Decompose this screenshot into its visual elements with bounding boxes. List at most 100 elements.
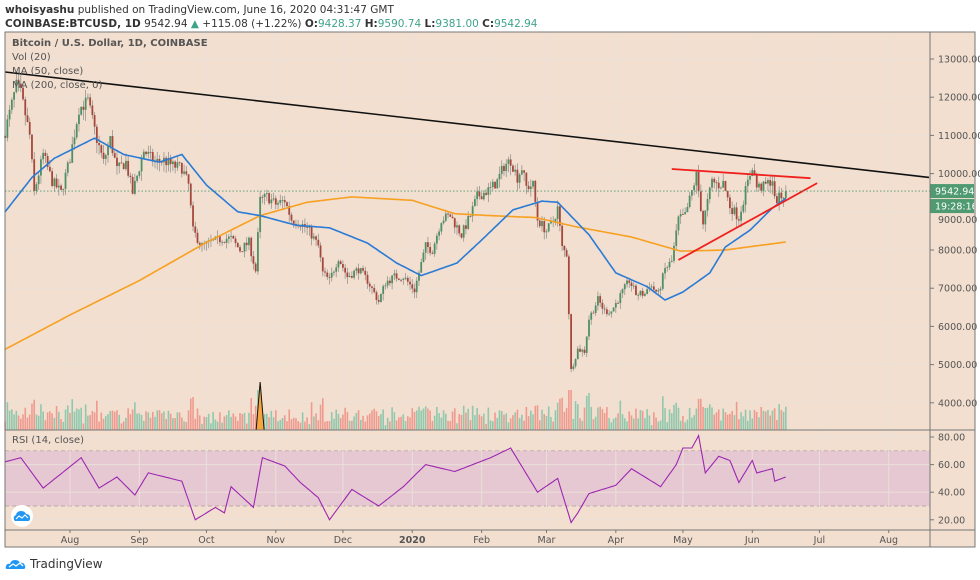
candle-up: [541, 221, 543, 227]
candle-up: [574, 359, 577, 367]
volume-bar: [460, 414, 463, 430]
candle-up: [518, 174, 521, 183]
volume-bar: [295, 418, 297, 430]
volume-bar: [724, 412, 727, 430]
volume-bar: [563, 411, 566, 430]
volume-bar: [60, 419, 62, 430]
candle-down: [261, 196, 264, 198]
volume-bar: [648, 415, 651, 430]
volume-bar: [355, 412, 358, 430]
candle-up: [462, 225, 465, 238]
volume-bar: [176, 412, 179, 430]
candle-down: [310, 226, 313, 239]
last-price-tag-label: 9542.94: [935, 187, 974, 198]
candle-down: [160, 161, 163, 163]
volume-bar: [207, 413, 210, 430]
candle-up: [621, 289, 624, 294]
candle-down: [494, 181, 496, 189]
volume-bar: [33, 399, 36, 430]
volume-bar: [726, 414, 729, 430]
candle-down: [567, 256, 570, 315]
candle-up: [438, 231, 441, 236]
candle-up: [272, 198, 275, 200]
tradingview-brand[interactable]: TradingView: [5, 557, 103, 571]
volume-bar: [458, 414, 461, 430]
candle-down: [46, 155, 49, 167]
volume-bar: [205, 417, 208, 430]
candle-down: [570, 314, 572, 369]
candle-down: [234, 238, 237, 243]
x-tick-label: Dec: [334, 535, 352, 546]
candle-up: [263, 193, 266, 198]
publisher-name[interactable]: whoisyashu: [5, 4, 75, 16]
volume-bar: [646, 409, 648, 430]
candle-up: [386, 280, 389, 286]
volume-bar: [456, 423, 458, 430]
candle-down: [174, 161, 177, 168]
candle-down: [702, 211, 704, 225]
volume-bar: [44, 420, 47, 430]
candle-down: [628, 280, 631, 283]
volume-bar: [659, 420, 662, 430]
candle-down: [218, 235, 221, 243]
volume-bar: [398, 417, 400, 430]
volume-bar: [509, 418, 512, 430]
volume-bar: [615, 417, 617, 430]
candle-up: [424, 242, 427, 253]
candle-up: [40, 159, 42, 176]
volume-bar: [138, 413, 141, 430]
volume-bar: [697, 398, 700, 430]
volume-bar: [427, 408, 429, 430]
candle-up: [64, 172, 67, 189]
volume-bar: [462, 405, 465, 430]
candle-down: [299, 226, 302, 228]
rsi-line: [4, 433, 786, 524]
published-text: published on TradingView.com, June 16, 2…: [77, 4, 394, 16]
volume-bar: [447, 420, 449, 430]
volume-bar: [565, 407, 568, 430]
candle-down: [241, 251, 244, 253]
x-tick-label: Oct: [198, 535, 215, 546]
candle-up: [473, 199, 476, 207]
volume-bar: [523, 420, 525, 430]
candle-down: [91, 105, 94, 116]
volume-bar: [494, 412, 496, 430]
volume-bar: [107, 414, 109, 430]
candle-down: [769, 180, 772, 186]
volume-bar: [480, 416, 483, 430]
volume-bar: [521, 414, 523, 430]
candle-down: [682, 214, 684, 215]
candle-up: [720, 187, 722, 189]
volume-bar: [693, 415, 695, 430]
candle-down: [388, 280, 391, 284]
candle-down: [485, 192, 487, 195]
volume-bar: [682, 416, 684, 430]
volume-bar: [720, 420, 722, 430]
volume-bar: [767, 409, 769, 430]
candle-down: [478, 191, 481, 197]
candle-down: [364, 270, 367, 275]
volume-bar: [673, 404, 675, 430]
volume-bar: [189, 398, 192, 430]
candle-down: [131, 176, 134, 194]
volume-bar: [89, 415, 91, 430]
candle-up: [147, 151, 150, 155]
volume-bar: [366, 415, 369, 430]
volume-bar: [382, 409, 384, 430]
volume-bar: [216, 421, 219, 430]
y-tick-label: 7000.00: [938, 284, 977, 295]
volume-bar: [315, 413, 317, 430]
candle-down: [339, 261, 342, 265]
volume-bar: [288, 409, 291, 430]
volume-bar: [348, 420, 351, 430]
candle-down: [290, 214, 293, 221]
candle-up: [8, 109, 11, 120]
candle-up: [632, 285, 635, 287]
volume-bar: [203, 416, 206, 430]
axis-background: [930, 32, 975, 547]
candle-down: [755, 174, 758, 188]
volume-bar: [111, 410, 114, 430]
candle-down: [185, 171, 188, 175]
volume-bar: [742, 416, 745, 430]
